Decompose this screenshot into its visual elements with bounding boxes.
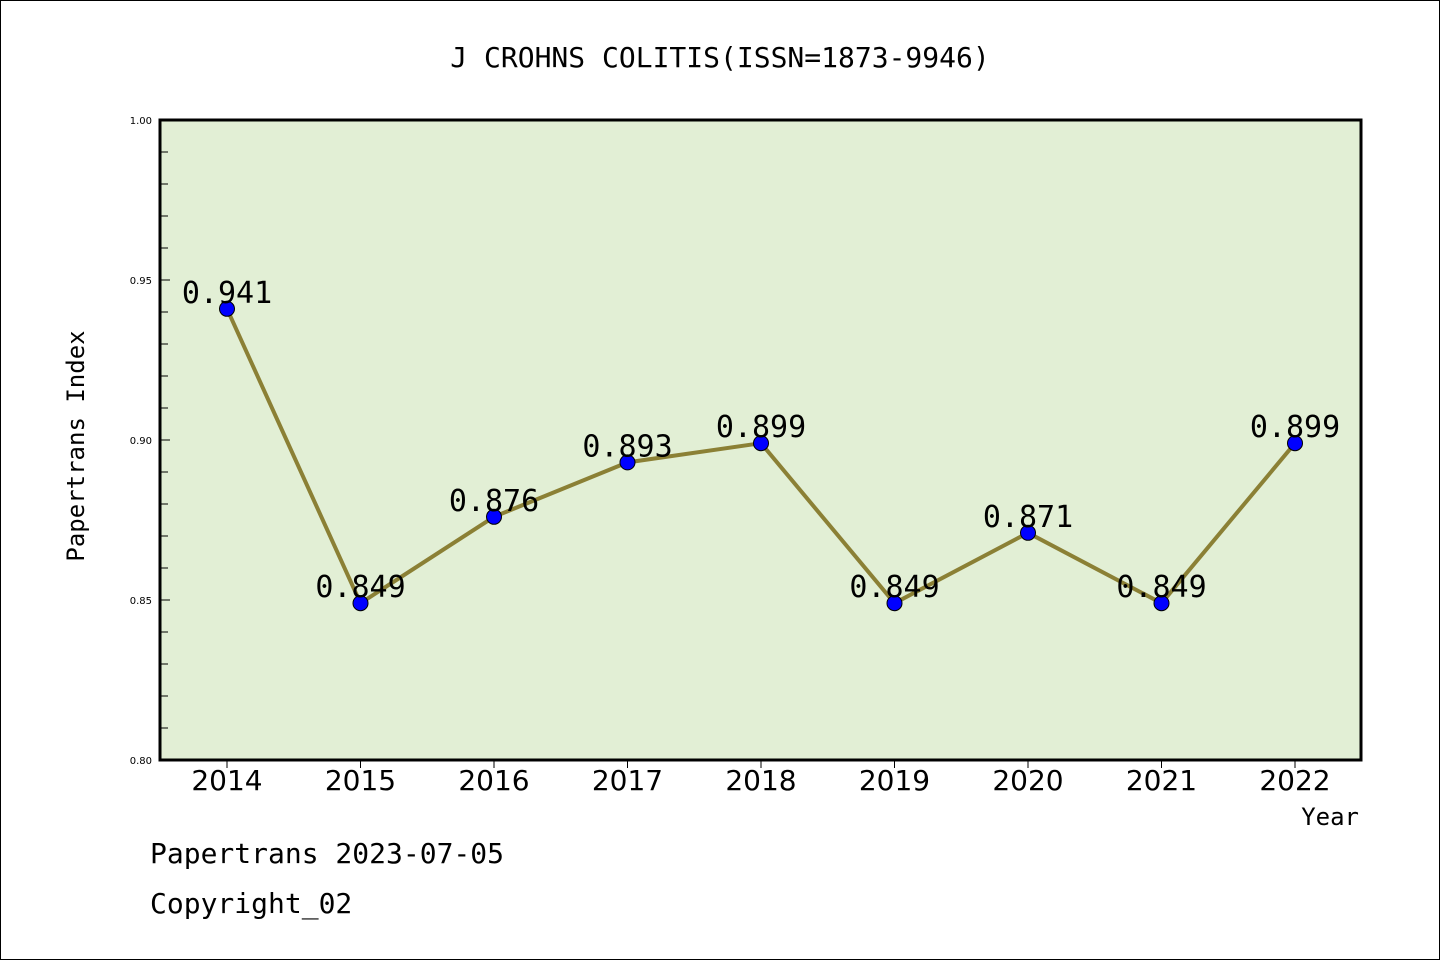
- data-label: 0.849: [315, 570, 405, 605]
- footer-date: Papertrans 2023-07-05: [150, 837, 504, 870]
- series-markers-group: [219, 300, 1303, 612]
- data-point: [753, 435, 769, 452]
- footer-copyright: Copyright_02: [150, 887, 352, 921]
- data-label: 0.876: [449, 484, 539, 519]
- y-tick-label: 0.95: [130, 276, 152, 287]
- data-label: 0.899: [716, 410, 806, 445]
- data-label: 0.849: [1116, 570, 1206, 605]
- data-point: [486, 508, 502, 525]
- data-point: [886, 595, 903, 612]
- x-tick-label: 2020: [992, 764, 1063, 797]
- data-point: [1020, 524, 1036, 541]
- data-point: [1153, 595, 1170, 612]
- data-label: 0.941: [182, 276, 272, 311]
- y-tick-label: 0.80: [130, 756, 152, 767]
- y-axis-label: Papertrans Index: [62, 330, 90, 561]
- x-tick-label: 2021: [1126, 764, 1197, 797]
- data-label: 0.893: [582, 429, 672, 464]
- y-tick-label: 0.85: [130, 596, 152, 607]
- x-axis: 2014 2015 2016 2017 2018 2019 2020 2021 2022: [191, 760, 1331, 797]
- y-tick-label: 0.90: [130, 436, 152, 447]
- data-labels-group: 0.941 0.849 0.876 0.893 0.899 0.849 0.871 0.849…: [182, 276, 1340, 605]
- x-tick-label: 2016: [458, 764, 529, 797]
- x-axis-label: Year: [1301, 803, 1359, 831]
- x-tick-label: 2015: [325, 764, 396, 797]
- data-label: 0.871: [983, 500, 1073, 535]
- data-point: [219, 300, 235, 317]
- data-label: 0.899: [1250, 410, 1340, 445]
- data-point: [619, 454, 636, 471]
- plot-border: [158, 118, 1363, 762]
- y-tick-label: 1.00: [130, 116, 152, 127]
- x-tick-label: 2018: [725, 764, 796, 797]
- data-label: 0.849: [849, 570, 939, 605]
- x-tick-label: 2014: [191, 764, 262, 797]
- data-point: [352, 595, 369, 612]
- x-tick-label: 2019: [859, 764, 930, 797]
- chart-title: J CROHNS COLITIS(ISSN=1873-9946): [450, 41, 989, 74]
- data-point: [1287, 435, 1303, 452]
- x-tick-label: 2022: [1259, 764, 1330, 797]
- x-tick-label: 2017: [592, 764, 663, 797]
